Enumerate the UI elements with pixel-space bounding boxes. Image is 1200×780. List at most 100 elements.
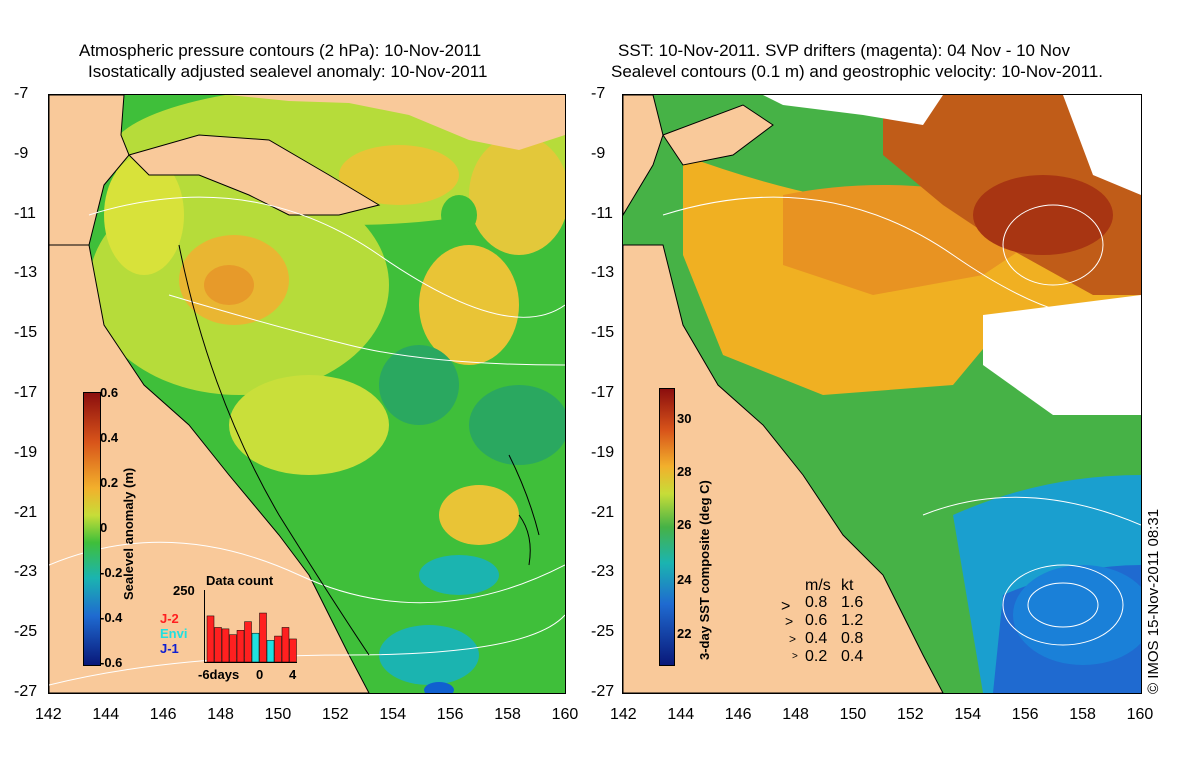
left-x-tick-label: 150: [264, 706, 292, 723]
data-count-bar: [289, 638, 297, 662]
data-count-xmid: 0: [256, 667, 264, 682]
sst-tick: 24: [677, 572, 692, 587]
sst-tick: 30: [677, 411, 692, 426]
data-count-bar: [244, 621, 252, 662]
right-map-sst: [622, 94, 1142, 694]
left-x-tick-label: 160: [551, 706, 579, 723]
data-count-bar: [266, 640, 275, 662]
data-count-bar: [229, 634, 237, 662]
velocity-arrow-icon: >: [781, 598, 791, 615]
sealevel-tick: -0.2: [100, 565, 123, 580]
left-y-tick-label: -13: [14, 264, 38, 282]
velocity-legend-ms: 0.6: [805, 612, 828, 629]
velocity-legend-kt: 0.4: [841, 648, 864, 665]
right-title-line1: SST: 10-Nov-2011. SVP drifters (magenta)…: [618, 41, 1070, 60]
data-count-bar: [221, 628, 230, 662]
data-count-xend: 4: [289, 667, 297, 682]
data-count-xstart: -6days: [198, 667, 240, 682]
data-count-histogram: [204, 590, 297, 663]
right-x-tick-label: 160: [1126, 706, 1154, 723]
left-x-tick-label: 144: [92, 706, 120, 723]
left-x-tick-label: 152: [322, 706, 349, 723]
left-map-sealevel-anomaly: [48, 94, 566, 694]
left-x-tick-label: 142: [35, 706, 62, 723]
legend-envi: Envi: [160, 626, 188, 641]
sealevel-colorbar-label: Sealevel anomaly (m): [121, 467, 136, 600]
right-y-tick-label: -19: [591, 443, 615, 461]
left-y-tick-label: -23: [14, 563, 38, 581]
sealevel-colorbar: [83, 392, 101, 666]
right-y-tick-label: -25: [591, 623, 615, 641]
sst-colorbar: [659, 388, 675, 666]
right-y-tick-label: -21: [591, 503, 615, 521]
right-y-tick-label: -13: [591, 264, 615, 282]
right-y-tick-label: -15: [591, 324, 615, 342]
sealevel-tick: 0.2: [100, 475, 119, 490]
data-count-bar: [206, 615, 215, 662]
velocity-legend-ms: 0.4: [805, 630, 828, 647]
left-x-tick-label: 156: [436, 706, 464, 723]
left-y-tick-label: -7: [14, 85, 29, 102]
sst-colorbar-label: 3-day SST composite (deg C): [697, 480, 712, 660]
left-x-tick-label: 154: [379, 706, 407, 723]
right-x-tick-label: 150: [839, 706, 867, 723]
sealevel-tick: 0: [100, 520, 108, 535]
right-x-tick-label: 142: [610, 706, 637, 723]
legend-j2: J-2: [160, 611, 179, 626]
velocity-legend-ms-header: m/s: [805, 577, 831, 594]
right-y-tick-label: -7: [591, 85, 606, 102]
right-y-tick-label: -17: [591, 384, 615, 401]
data-count-bar: [259, 612, 267, 662]
right-x-tick-label: 152: [897, 706, 924, 723]
imos-credit: © IMOS 15-Nov-2011 08:31: [1145, 508, 1162, 694]
data-count-bar: [251, 632, 260, 662]
left-y-tick-label: -25: [14, 623, 38, 641]
right-x-tick-label: 144: [667, 706, 695, 723]
left-y-tick-label: -21: [14, 503, 38, 521]
velocity-legend-kt-header: kt: [841, 577, 854, 594]
data-count-ymax: 250: [173, 583, 195, 598]
left-y-tick-label: -15: [14, 324, 38, 342]
sst-tick: 28: [677, 464, 692, 479]
left-title-line1: Atmospheric pressure contours (2 hPa): 1…: [79, 41, 482, 60]
velocity-legend-ms: 0.8: [805, 594, 828, 611]
left-y-tick-label: -17: [14, 384, 38, 401]
velocity-legend-kt: 0.8: [841, 630, 864, 647]
data-count-bar: [236, 630, 245, 662]
right-y-tick-label: -23: [591, 563, 615, 581]
right-title-line2: Sealevel contours (0.1 m) and geostrophi…: [611, 62, 1103, 81]
velocity-legend-kt: 1.2: [841, 612, 864, 629]
sealevel-tick: 0.4: [100, 430, 119, 445]
sst-tick: 22: [677, 626, 692, 641]
data-count-bar: [281, 627, 290, 662]
right-x-tick-label: 154: [954, 706, 982, 723]
right-x-tick-label: 146: [724, 706, 752, 723]
sst-tick: 26: [677, 517, 692, 532]
left-y-tick-label: -19: [14, 443, 38, 461]
velocity-legend-kt: 1.6: [841, 594, 864, 611]
left-x-tick-label: 146: [149, 706, 177, 723]
data-count-bar: [274, 635, 282, 662]
sealevel-tick: 0.6: [100, 385, 119, 400]
right-y-tick-label: -27: [591, 683, 615, 700]
velocity-legend-ms: 0.2: [805, 648, 828, 665]
legend-j1: J-1: [160, 641, 179, 656]
velocity-arrow-icon: >: [789, 632, 797, 646]
sealevel-tick: -0.4: [100, 610, 123, 625]
left-y-tick-label: -9: [14, 144, 29, 162]
sealevel-tick: -0.6: [100, 655, 123, 670]
left-title-line2: Isostatically adjusted sealevel anomaly:…: [88, 62, 488, 81]
data-count-title: Data count: [206, 573, 274, 588]
right-x-tick-label: 148: [782, 706, 809, 723]
velocity-arrow-icon: >: [792, 651, 798, 662]
left-x-tick-label: 148: [207, 706, 234, 723]
right-y-tick-label: -9: [591, 144, 606, 162]
right-x-tick-label: 156: [1011, 706, 1039, 723]
right-x-tick-label: 158: [1069, 706, 1096, 723]
data-count-bar: [214, 627, 222, 662]
velocity-arrow-icon: >: [785, 613, 794, 629]
left-y-tick-label: -27: [14, 683, 38, 700]
left-y-tick-label: -11: [14, 204, 36, 222]
left-x-tick-label: 158: [494, 706, 521, 723]
right-y-tick-label: -11: [591, 204, 613, 222]
